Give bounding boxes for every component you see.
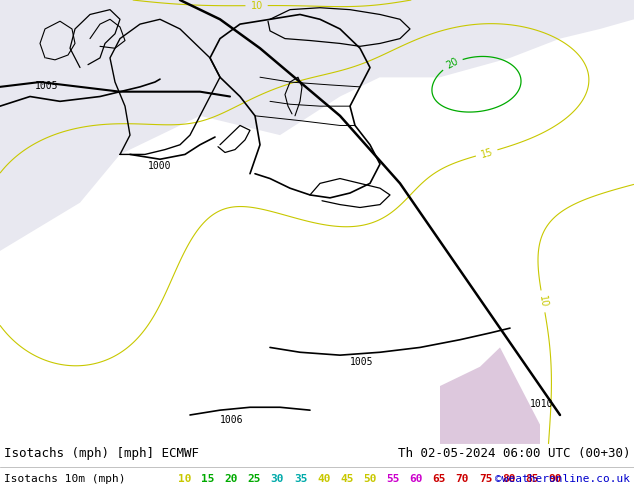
Text: 80: 80: [502, 474, 515, 484]
Text: 90: 90: [548, 474, 562, 484]
Text: 85: 85: [525, 474, 539, 484]
Text: 15: 15: [202, 474, 215, 484]
Text: 35: 35: [294, 474, 307, 484]
Text: 15: 15: [479, 147, 494, 159]
Text: 25: 25: [248, 474, 261, 484]
Text: 30: 30: [271, 474, 284, 484]
Text: 1005: 1005: [350, 357, 373, 367]
Text: 40: 40: [317, 474, 330, 484]
Text: Isotachs (mph) [mph] ECMWF: Isotachs (mph) [mph] ECMWF: [4, 447, 199, 461]
Polygon shape: [0, 0, 200, 251]
Text: Th 02-05-2024 06:00 UTC (00+30): Th 02-05-2024 06:00 UTC (00+30): [398, 447, 630, 461]
Text: 1005: 1005: [35, 81, 58, 91]
Text: 75: 75: [479, 474, 493, 484]
Text: 10: 10: [250, 0, 262, 11]
Text: 50: 50: [363, 474, 377, 484]
Text: 1000: 1000: [148, 161, 172, 171]
Text: 10: 10: [537, 294, 549, 308]
Text: ©weatheronline.co.uk: ©weatheronline.co.uk: [495, 474, 630, 484]
Polygon shape: [380, 0, 634, 77]
Text: 1010: 1010: [530, 399, 553, 409]
Text: 20: 20: [444, 56, 460, 71]
Text: 45: 45: [340, 474, 354, 484]
Polygon shape: [0, 0, 634, 135]
Text: Isotachs 10m (mph): Isotachs 10m (mph): [4, 474, 126, 484]
Text: 1006: 1006: [220, 415, 243, 425]
Text: 65: 65: [432, 474, 446, 484]
Text: 70: 70: [456, 474, 469, 484]
Text: 10: 10: [178, 474, 191, 484]
Text: 60: 60: [410, 474, 423, 484]
Text: 55: 55: [386, 474, 400, 484]
Polygon shape: [440, 347, 540, 444]
Text: 20: 20: [224, 474, 238, 484]
